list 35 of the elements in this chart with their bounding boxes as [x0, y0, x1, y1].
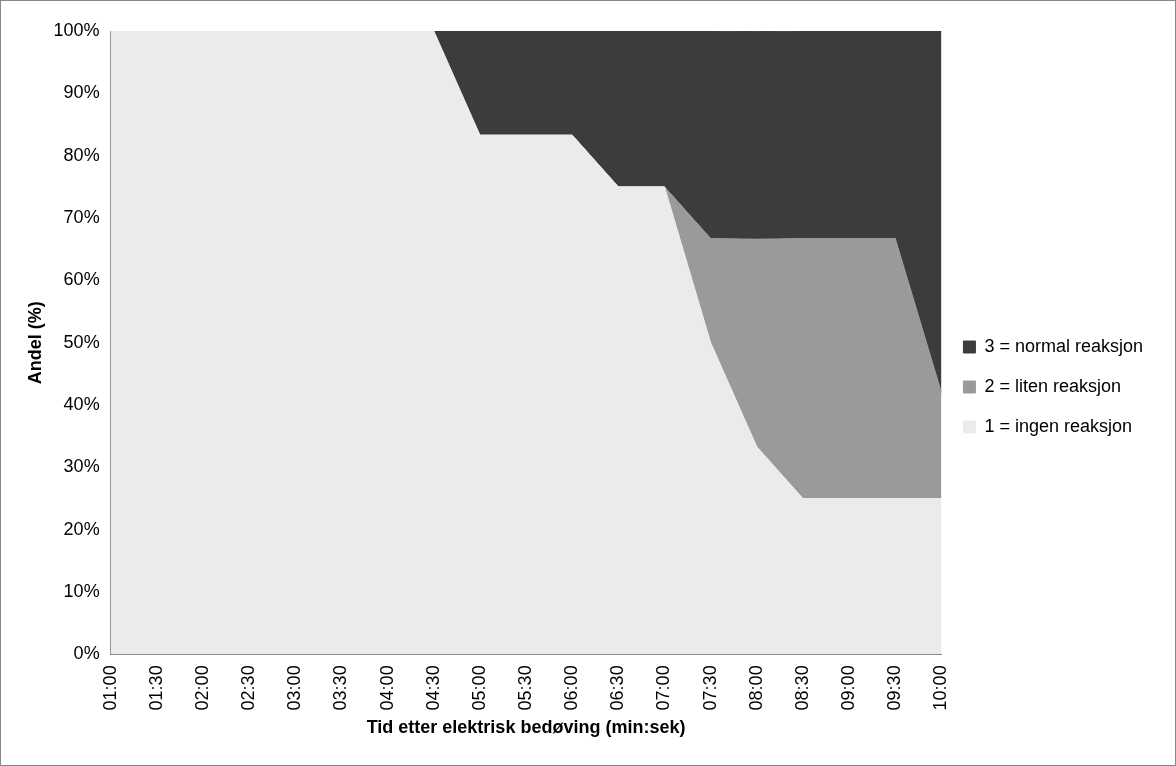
y-tick-label: 20% [63, 518, 100, 539]
y-tick-label: 30% [63, 456, 100, 477]
x-tick-label: 07:30 [699, 665, 720, 711]
x-tick-label: 10:00 [930, 665, 951, 711]
y-tick-label: 100% [53, 19, 100, 40]
y-tick-label: 60% [63, 269, 100, 290]
y-tick-label: 80% [63, 144, 100, 165]
legend-label: 1 = ingen reaksjon [984, 415, 1133, 436]
y-axis-title: Andel (%) [24, 301, 45, 385]
y-tick-label: 10% [63, 580, 100, 601]
y-tick-label: 70% [63, 206, 100, 227]
y-tick-label: 50% [63, 331, 100, 352]
y-tick-label: 90% [63, 82, 100, 103]
legend-label: 2 = liten reaksjon [984, 375, 1122, 396]
x-tick-label: 04:30 [422, 665, 443, 711]
x-tick-label: 01:00 [99, 665, 120, 711]
x-tick-label: 05:00 [468, 665, 489, 711]
x-tick-label: 05:30 [515, 665, 535, 711]
x-tick-label: 09:00 [838, 665, 859, 711]
x-tick-label: 03:00 [284, 665, 305, 711]
x-tick-label: 03:30 [330, 665, 351, 711]
x-tick-label: 06:00 [561, 665, 582, 711]
x-tick-label: 02:00 [191, 665, 212, 711]
x-tick-label: 08:30 [791, 665, 812, 711]
x-tick-label: 06:30 [607, 665, 628, 711]
x-tick-label: 08:00 [745, 665, 766, 711]
x-axis-title: Tid etter elektrisk bedøving (min:sek) [366, 717, 686, 738]
x-tick-label: 09:30 [884, 665, 905, 711]
x-tick-label: 01:30 [145, 665, 166, 711]
x-tick-label: 07:00 [653, 665, 674, 711]
y-tick-label: 0% [73, 643, 100, 664]
x-tick-label: 04:00 [376, 665, 397, 711]
x-tick-label: 02:30 [238, 665, 259, 711]
y-tick-label: 40% [63, 393, 100, 414]
legend-label: 3 = normal reaksjon [984, 335, 1144, 356]
